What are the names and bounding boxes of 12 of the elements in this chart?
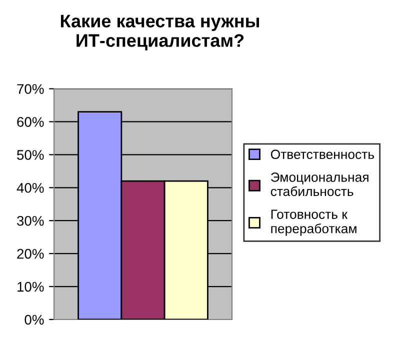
y-tick-label: 70% — [17, 84, 44, 94]
y-tick-label: 50% — [17, 150, 44, 160]
chart-title: Какие качества нужны ИТ-специалистам? — [60, 14, 259, 50]
y-tick-label: 20% — [17, 248, 44, 259]
legend-label: Ответственность — [270, 150, 374, 160]
y-tick-label: 40% — [16, 182, 44, 193]
legend-label: Эмоциональная стабильность — [270, 172, 368, 196]
legend-label: Готовность к переработкам — [271, 210, 356, 236]
y-tick-label: 10% — [18, 282, 44, 292]
y-tick-label: 0% — [24, 314, 44, 325]
y-tick-label: 60% — [17, 117, 44, 127]
y-tick-label: 30% — [17, 216, 44, 226]
